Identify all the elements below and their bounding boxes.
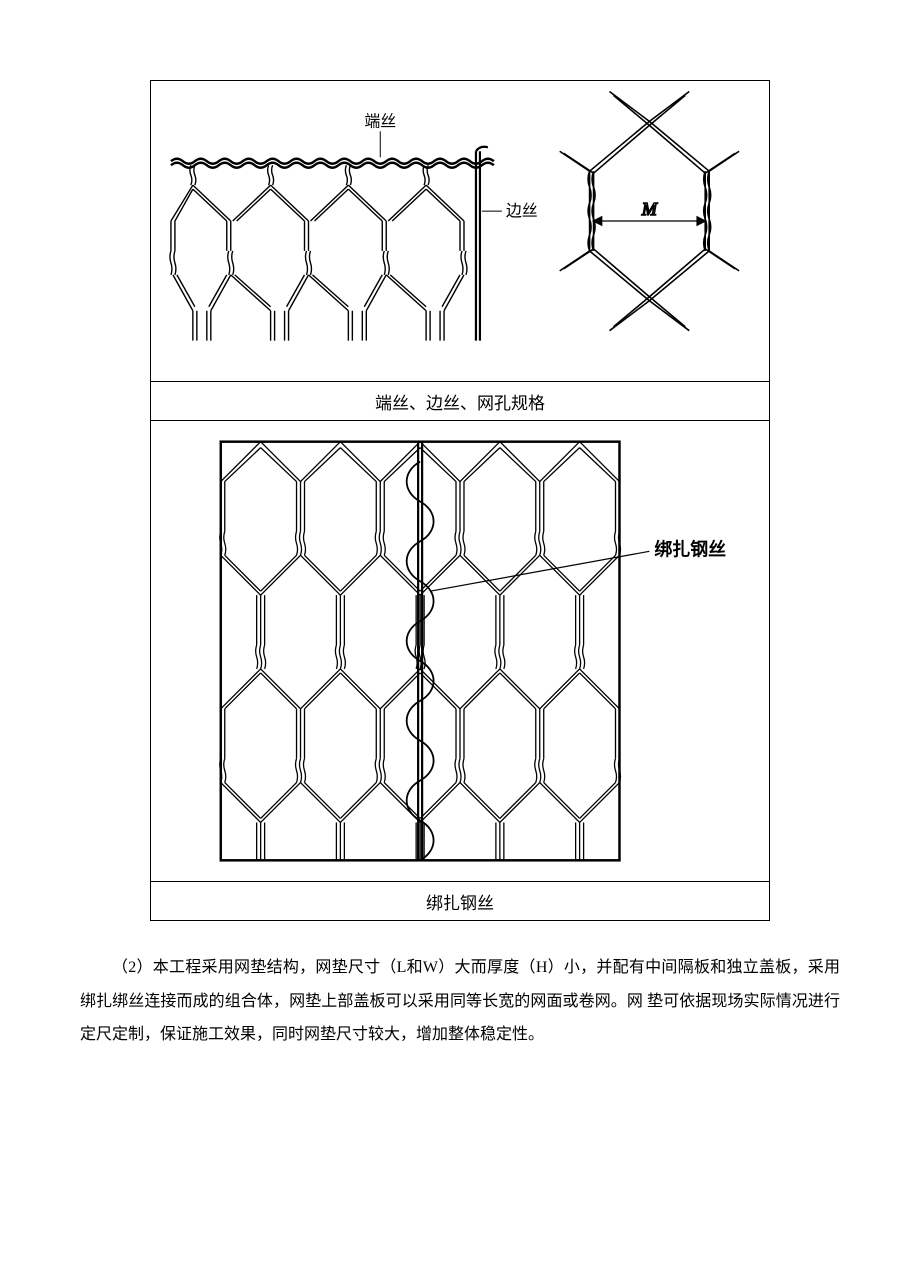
label-duansi: 端丝 — [364, 112, 396, 130]
figure-top-cell: 端丝 — [151, 81, 770, 382]
figure-bottom-cell: 绑扎钢丝 — [151, 421, 770, 882]
bottom-diagram-svg: 绑扎钢丝 — [151, 421, 769, 881]
label-bangzha: 绑扎钢丝 — [654, 538, 726, 559]
figure-table: 端丝 — [150, 80, 770, 921]
paragraph-text: （2）本工程采用网垫结构，网垫尺寸（L和W）大而厚度（H）小，并配有中间隔板和独… — [80, 951, 840, 1052]
top-caption: 端丝、边丝、网孔规格 — [151, 382, 770, 421]
label-mesh-width: M — [641, 199, 658, 219]
top-diagram-svg: 端丝 — [151, 81, 769, 381]
label-biansi: 边丝 — [506, 202, 538, 220]
bottom-caption: 绑扎钢丝 — [151, 882, 770, 921]
body-paragraph: （2）本工程采用网垫结构，网垫尺寸（L和W）大而厚度（H）小，并配有中间隔板和独… — [80, 951, 840, 1052]
